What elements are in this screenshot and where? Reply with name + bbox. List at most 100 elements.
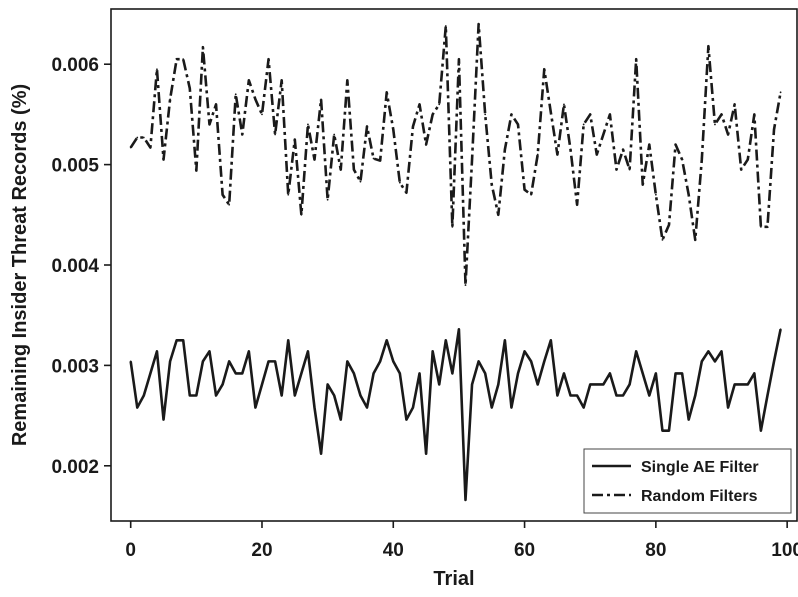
data-point (510, 406, 513, 409)
data-point (339, 168, 342, 171)
data-point (129, 360, 132, 363)
data-point (287, 339, 290, 342)
data-point (182, 58, 185, 61)
data-point (425, 452, 427, 455)
x-axis-title: Trial (433, 568, 474, 590)
data-point (169, 360, 171, 363)
data-point (707, 45, 710, 48)
data-point (326, 198, 329, 201)
data-point (556, 394, 559, 397)
data-point (477, 360, 480, 363)
data-point (405, 418, 408, 421)
x-tick-label: 60 (514, 540, 535, 561)
data-point (142, 394, 145, 397)
data-point (753, 113, 756, 116)
data-point (162, 418, 165, 421)
data-point (444, 339, 447, 342)
data-point (773, 360, 775, 363)
data-point (451, 372, 454, 375)
data-point (681, 372, 684, 375)
series-line-random-filters (129, 22, 782, 287)
y-tick-label: 0.006 (51, 55, 99, 76)
data-point (569, 394, 572, 397)
data-point (293, 138, 296, 141)
data-point (490, 183, 493, 186)
data-point (425, 143, 427, 146)
data-point (293, 394, 296, 397)
data-point (392, 128, 395, 131)
data-point (727, 406, 729, 409)
data-point (320, 452, 322, 455)
data-point (635, 350, 638, 353)
data-point (766, 225, 769, 228)
data-point (484, 372, 487, 375)
data-point (759, 429, 762, 432)
data-point (202, 46, 204, 49)
data-point (641, 183, 644, 186)
data-point (438, 383, 441, 386)
data-point (215, 394, 217, 397)
data-point (366, 406, 368, 409)
data-point (431, 350, 434, 353)
data-point (628, 383, 631, 386)
data-point (136, 136, 139, 139)
data-point (543, 68, 546, 71)
data-point (202, 360, 204, 363)
data-point (576, 394, 578, 397)
data-point (536, 153, 539, 156)
data-point (595, 153, 598, 156)
data-point (530, 360, 533, 363)
data-point (635, 58, 638, 61)
data-point (313, 158, 316, 161)
y-tick-label: 0.003 (51, 356, 99, 377)
data-point (773, 128, 775, 131)
data-point (753, 372, 756, 375)
data-point (674, 143, 677, 146)
plot-frame (110, 8, 798, 522)
data-point (602, 383, 605, 386)
data-point (563, 372, 565, 375)
data-point (169, 98, 171, 101)
data-point (261, 383, 263, 386)
data-point (517, 372, 519, 375)
data-point (609, 113, 611, 116)
data-point (779, 91, 782, 94)
data-point (405, 191, 408, 194)
data-point (556, 153, 559, 156)
data-point (221, 193, 224, 196)
data-point (615, 168, 618, 171)
data-point (694, 394, 697, 397)
data-point (490, 406, 493, 409)
data-point (385, 339, 388, 342)
data-point (156, 350, 158, 353)
series-points-random-filters (129, 23, 782, 286)
data-point (149, 146, 152, 149)
x-axis-ticks: 0 20 40 60 80 100 (125, 521, 798, 561)
data-point (549, 339, 552, 342)
data-point (464, 499, 467, 501)
data-point (582, 123, 585, 126)
data-point (766, 394, 769, 397)
data-point (182, 339, 185, 342)
data-point (234, 93, 237, 96)
data-point (602, 133, 605, 136)
data-point (142, 136, 145, 139)
data-point (247, 350, 250, 353)
data-point (458, 328, 460, 331)
data-point (287, 193, 290, 196)
data-point (379, 360, 382, 363)
data-point (746, 383, 749, 386)
data-point (746, 158, 749, 161)
data-point (622, 394, 624, 397)
data-point (398, 372, 401, 375)
data-point (503, 339, 506, 342)
data-point (372, 157, 375, 160)
data-point (352, 372, 355, 375)
data-point (438, 103, 441, 106)
data-point (654, 193, 657, 196)
data-point (254, 98, 257, 101)
data-point (714, 360, 716, 363)
data-point (261, 113, 263, 116)
data-point (759, 225, 762, 228)
data-point (300, 372, 303, 375)
